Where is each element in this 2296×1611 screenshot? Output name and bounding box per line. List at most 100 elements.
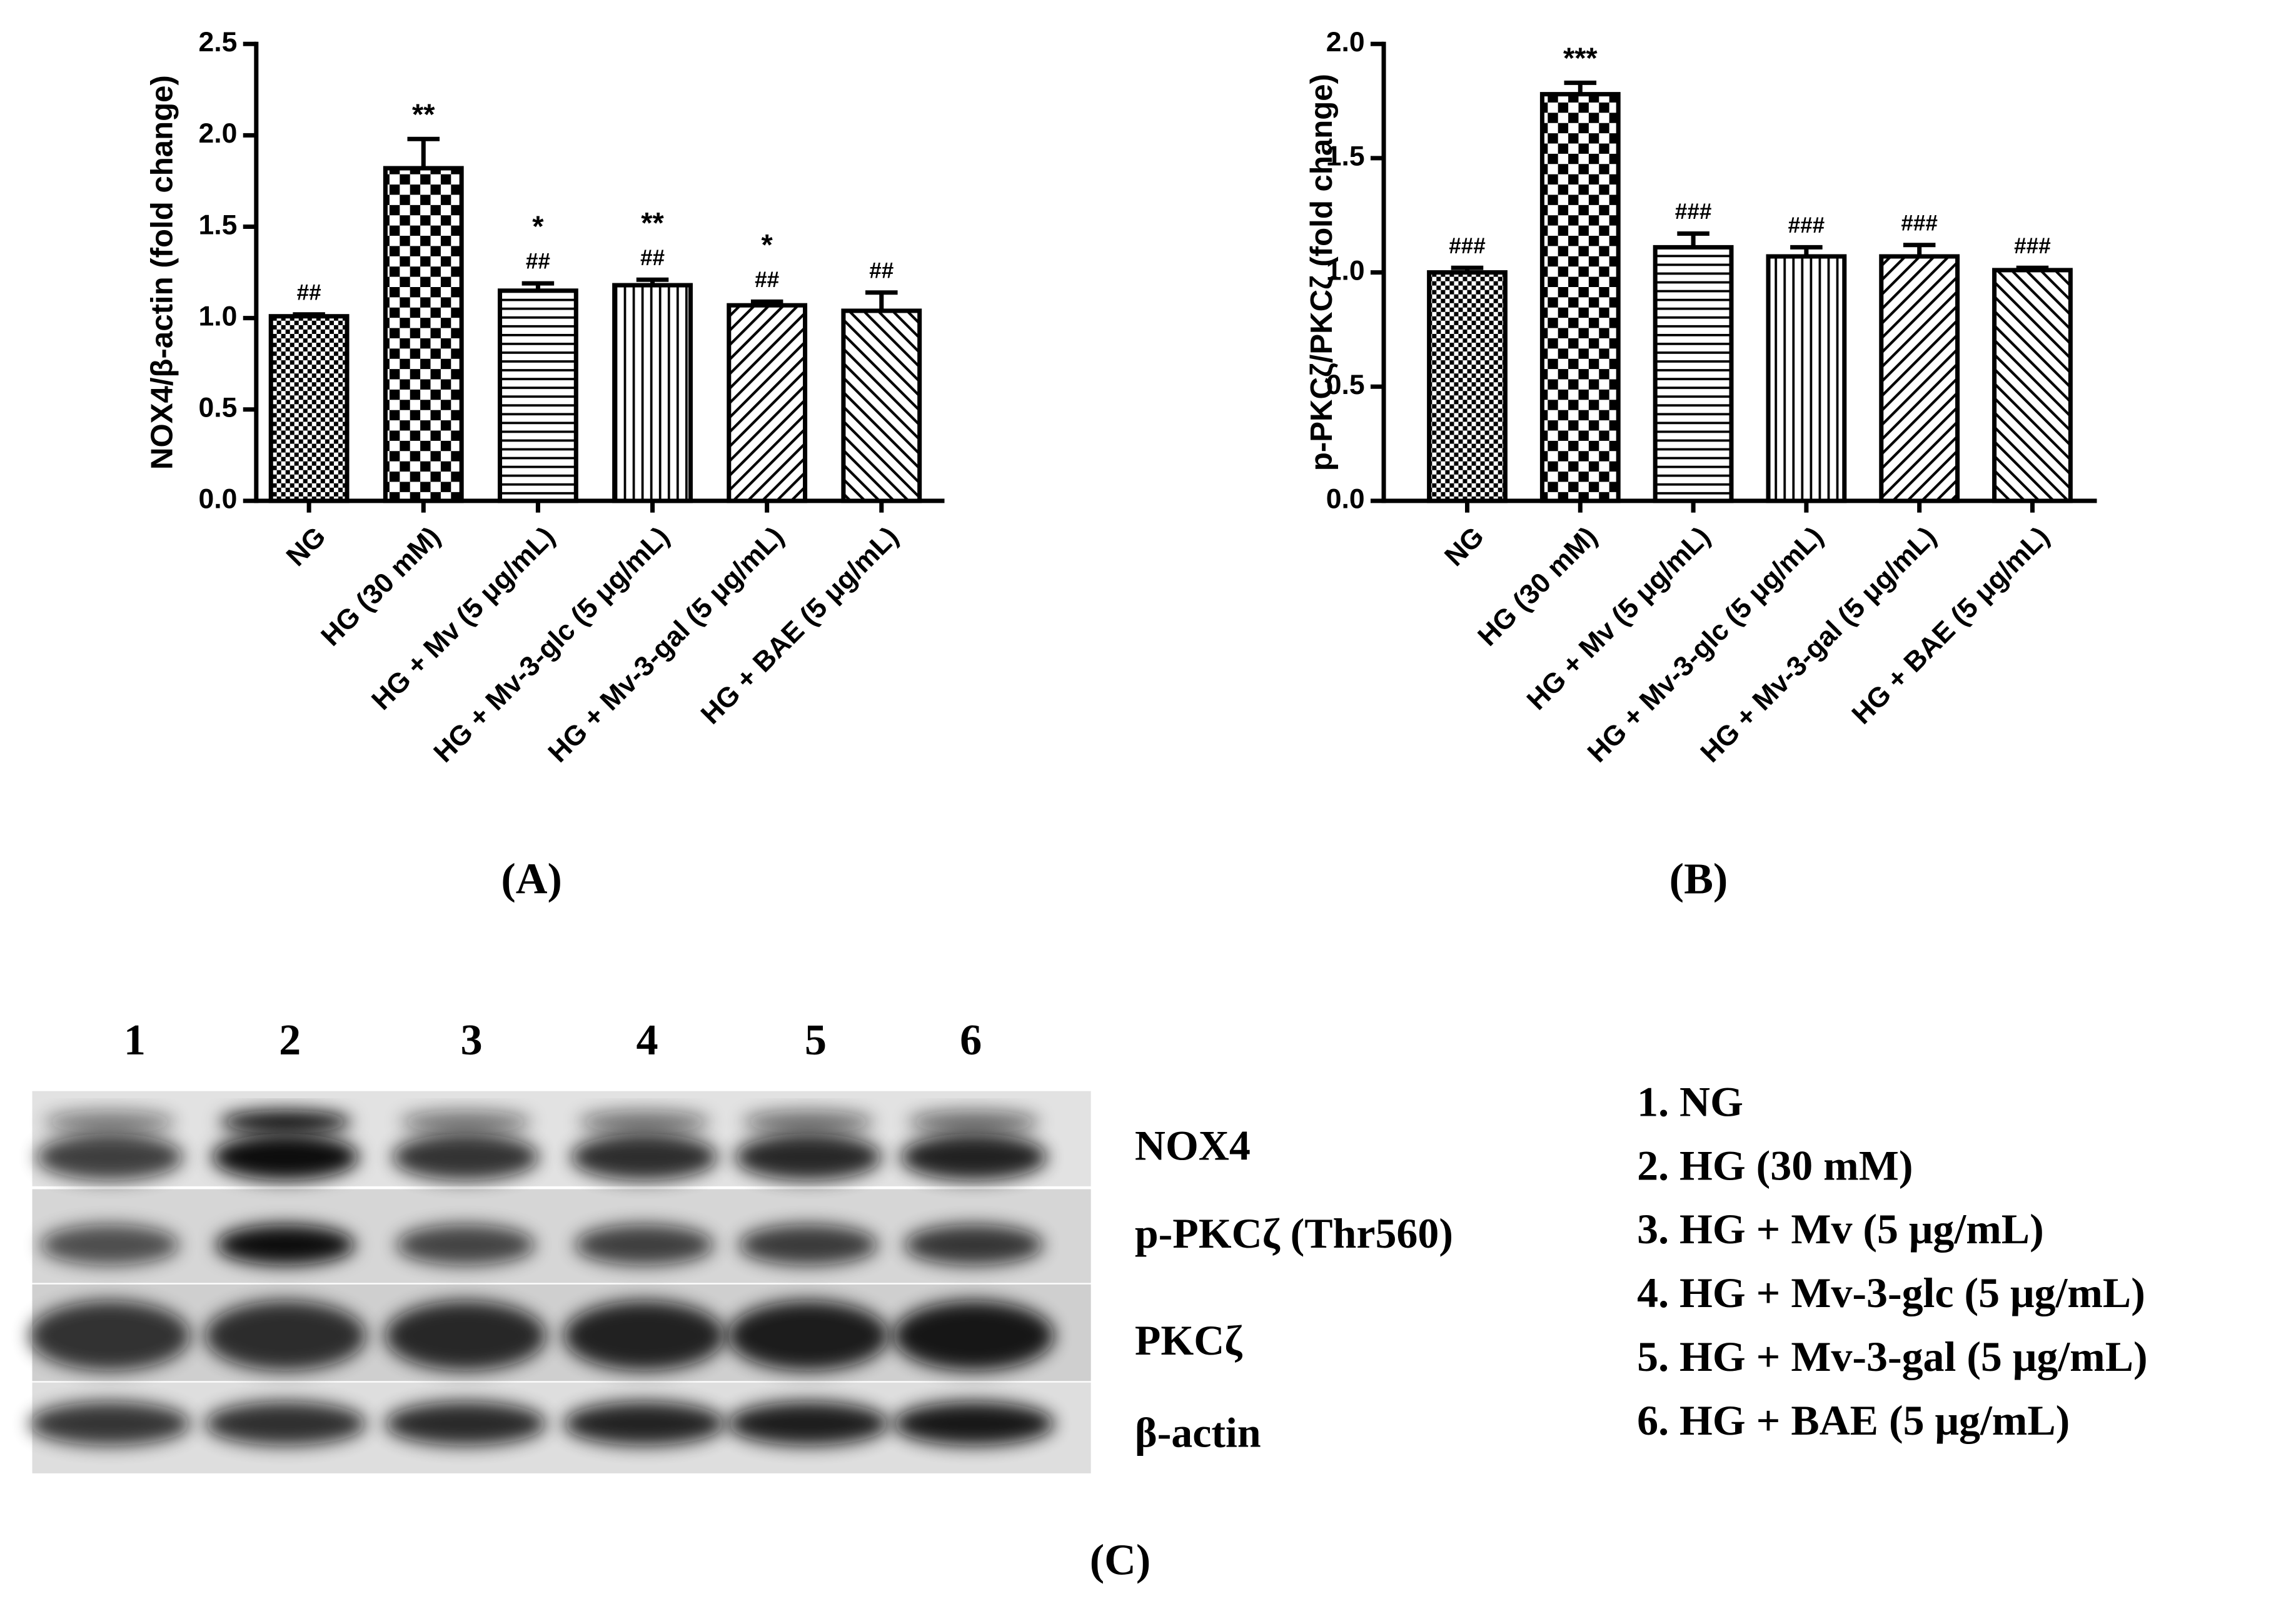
blot-band bbox=[385, 1401, 546, 1446]
western-blot bbox=[29, 1091, 1091, 1473]
lane-number: 3 bbox=[461, 1016, 483, 1064]
lane-number: 1 bbox=[124, 1016, 146, 1064]
lane-number: 6 bbox=[960, 1016, 982, 1064]
y-tick-label: 1.5 bbox=[1326, 141, 1365, 172]
x-tick-label: HG + Mv (5 μg/mL) bbox=[1521, 521, 1716, 716]
bar bbox=[1653, 245, 1734, 503]
y-axis-label: p-PKCζ/PKCζ (fold change) bbox=[1304, 74, 1339, 471]
x-tick-label: HG + Mv-3-glc (5 μg/mL) bbox=[1582, 521, 1830, 769]
lane-legend: 3. HG + Mv (5 μg/mL) bbox=[1637, 1205, 2044, 1253]
y-tick-label: 0.5 bbox=[199, 393, 238, 423]
significance-mark: ## bbox=[640, 246, 665, 270]
blot-band bbox=[727, 1300, 889, 1371]
significance-mark: ** bbox=[641, 206, 664, 239]
blot-band bbox=[400, 1110, 532, 1134]
significance-mark: ## bbox=[755, 268, 779, 292]
protein-label: p-PKCζ (Thr560) bbox=[1135, 1210, 1453, 1257]
y-tick-label: 1.0 bbox=[1326, 255, 1365, 286]
blot-band bbox=[907, 1110, 1040, 1134]
lane-legend: 4. HG + Mv-3-glc (5 μg/mL) bbox=[1637, 1269, 2145, 1316]
bar bbox=[383, 166, 464, 503]
blot-band bbox=[563, 1401, 725, 1446]
bar bbox=[1879, 254, 1960, 503]
blot-band bbox=[44, 1110, 176, 1134]
y-tick-label: 0.5 bbox=[1326, 370, 1365, 400]
significance-mark: ## bbox=[526, 250, 550, 274]
protein-label: PKCζ bbox=[1135, 1316, 1242, 1364]
significance-mark: ### bbox=[2014, 234, 2051, 258]
y-tick-label: 1.5 bbox=[199, 210, 238, 240]
lane-legend: 2. HG (30 mM) bbox=[1637, 1141, 1913, 1189]
x-tick-label: HG + Mv-3-gal (5 μg/mL) bbox=[1695, 521, 1943, 769]
x-tick-label: HG + Mv-3-glc (5 μg/mL) bbox=[428, 521, 675, 769]
blot-band bbox=[742, 1110, 875, 1134]
panel-label: (A) bbox=[501, 855, 562, 904]
bar bbox=[612, 283, 693, 503]
blot-band bbox=[216, 1224, 355, 1266]
significance-mark: ### bbox=[1901, 211, 1938, 235]
blot-band bbox=[563, 1300, 725, 1371]
lane-legend: 1. NG bbox=[1637, 1078, 1743, 1125]
protein-label: NOX4 bbox=[1135, 1122, 1251, 1169]
y-tick-label: 2.0 bbox=[199, 118, 238, 149]
bar bbox=[497, 288, 578, 503]
blot-band bbox=[578, 1110, 710, 1134]
blot-band bbox=[396, 1224, 535, 1266]
protein-label: β-actin bbox=[1135, 1409, 1261, 1457]
blot-band bbox=[40, 1224, 179, 1266]
bar bbox=[1766, 254, 1847, 503]
blot-band bbox=[893, 1300, 1055, 1371]
panel-label: (B) bbox=[1669, 855, 1728, 904]
bar bbox=[1427, 270, 1508, 503]
blot-band bbox=[29, 1300, 191, 1371]
blot-band bbox=[571, 1133, 718, 1181]
blot-band bbox=[204, 1401, 366, 1446]
x-tick-label: HG + BAE (5 μg/mL) bbox=[695, 521, 904, 730]
bar bbox=[727, 303, 808, 503]
lane-number: 5 bbox=[805, 1016, 827, 1064]
blot-band bbox=[385, 1300, 546, 1371]
blot-band bbox=[29, 1401, 191, 1446]
blot-band bbox=[219, 1110, 352, 1134]
significance-mark: ## bbox=[297, 280, 321, 305]
blot-band bbox=[575, 1224, 714, 1266]
significance-mark: ** bbox=[412, 98, 435, 131]
lane-legend: 6. HG + BAE (5 μg/mL) bbox=[1637, 1396, 2070, 1444]
x-tick-label: NG bbox=[1439, 521, 1490, 572]
blot-band bbox=[738, 1224, 878, 1266]
blot-band bbox=[36, 1133, 183, 1181]
x-tick-label: HG + BAE (5 μg/mL) bbox=[1846, 521, 2055, 730]
significance-mark: ## bbox=[869, 258, 894, 283]
lane-legend: 5. HG + Mv-3-gal (5 μg/mL) bbox=[1637, 1333, 2148, 1380]
blot-band bbox=[392, 1133, 539, 1181]
significance-mark: ### bbox=[1449, 234, 1486, 258]
y-axis-label: NOX4/β-actin (fold change) bbox=[144, 75, 179, 470]
bar bbox=[1539, 92, 1621, 503]
blot-band bbox=[204, 1300, 366, 1371]
significance-mark: * bbox=[532, 210, 544, 243]
bar bbox=[268, 314, 350, 503]
y-tick-label: 0.0 bbox=[1326, 484, 1365, 515]
blot-band bbox=[727, 1401, 889, 1446]
blot-band bbox=[735, 1133, 882, 1181]
lane-number: 2 bbox=[279, 1016, 301, 1064]
y-tick-label: 1.0 bbox=[199, 301, 238, 331]
x-tick-label: NG bbox=[281, 521, 332, 572]
x-tick-label: HG + Mv-3-gal (5 μg/mL) bbox=[543, 521, 790, 769]
significance-mark: * bbox=[762, 228, 773, 261]
significance-mark: ### bbox=[1675, 199, 1712, 224]
blot-band bbox=[212, 1133, 359, 1181]
significance-mark: ### bbox=[1788, 213, 1825, 238]
lane-number: 4 bbox=[637, 1016, 658, 1064]
blot-band bbox=[900, 1133, 1047, 1181]
y-tick-label: 2.0 bbox=[1326, 27, 1365, 58]
bar bbox=[1992, 268, 2073, 503]
y-tick-label: 0.0 bbox=[199, 484, 238, 515]
y-tick-label: 2.5 bbox=[199, 27, 238, 58]
bar bbox=[841, 308, 922, 503]
blot-band bbox=[893, 1401, 1055, 1446]
blot-band bbox=[904, 1224, 1044, 1266]
panel-label: (C) bbox=[1090, 1535, 1151, 1584]
